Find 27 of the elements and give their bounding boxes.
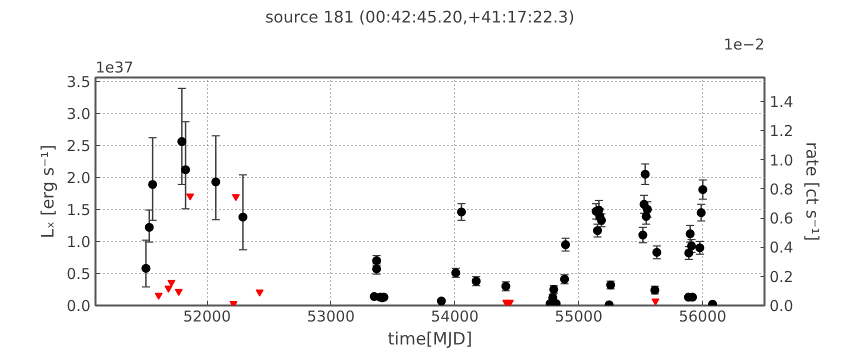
y2-tick-label: 1.4 <box>770 93 794 112</box>
y2-tick-label: 0.4 <box>770 238 794 257</box>
y2-tick-label: 0.8 <box>770 180 794 198</box>
y-tick-label: 0.0 <box>66 297 91 315</box>
y2-tick-label: 0.6 <box>770 210 794 228</box>
y-tick-label: 3.0 <box>66 104 91 123</box>
y-tick-label: 3.5 <box>66 72 91 91</box>
y-tick-label: 0.5 <box>66 264 91 283</box>
x-tick-label: 55000 <box>554 308 603 326</box>
x-tick-label: 52000 <box>183 308 231 326</box>
text: 1e37 <box>96 58 134 76</box>
x-tick-label: 54000 <box>430 308 479 326</box>
y2-tick-label: 1.2 <box>770 122 794 140</box>
y2-tick-label: 1.0 <box>770 151 794 170</box>
x-tick-label: 56000 <box>678 308 726 326</box>
y-axis-title: Lₓ [erg s⁻¹] <box>38 144 59 238</box>
y2-tick-label: 0.0 <box>770 297 794 315</box>
x-tick-label: 53000 <box>307 308 355 326</box>
y-tick-label: 1.5 <box>66 200 91 219</box>
x-axis-title: time[MJD] <box>388 330 472 350</box>
y-tick-label: 2.5 <box>66 136 91 155</box>
y2-axis-title: rate [ct s⁻¹] <box>801 142 822 242</box>
chart-title: source 181 (00:42:45.20,+41:17:22.3) <box>265 8 574 26</box>
y-tick-label: 2.0 <box>66 168 91 187</box>
text: 1e−2 <box>724 36 765 54</box>
y-tick-label: 1.0 <box>66 232 91 251</box>
y2-tick-label: 0.2 <box>770 268 794 286</box>
